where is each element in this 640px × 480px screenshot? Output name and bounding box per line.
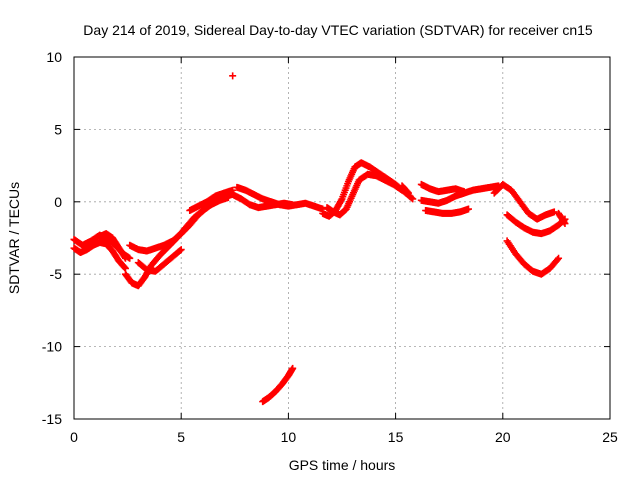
series-arc-3: [96, 230, 129, 262]
plot-frame: [73, 56, 611, 420]
data-point: [176, 246, 184, 254]
grid-lines: [74, 57, 610, 419]
x-tick-label: 20: [495, 429, 511, 445]
series-arc-12: [398, 182, 412, 197]
data-point: [408, 194, 416, 202]
y-tick-label: -5: [50, 266, 63, 282]
x-tick-label: 10: [281, 429, 297, 445]
series-arc-4: [121, 193, 232, 290]
series-arc-2: [70, 238, 129, 272]
series-arc-19: [555, 209, 569, 228]
axis-ticks: [73, 56, 611, 420]
data-point: [121, 264, 129, 272]
series-arc-16: [490, 180, 558, 223]
x-axis-label: GPS time / hours: [289, 457, 396, 473]
series-arc-17: [503, 211, 569, 238]
series-arc-18: [503, 237, 563, 278]
data-point: [337, 196, 345, 204]
data-point: [555, 254, 563, 262]
series-arc-14: [417, 182, 503, 207]
x-tick-labels: 0 5 10 15 20 25: [70, 429, 618, 445]
series-arc-8: [233, 183, 327, 213]
data-point: [404, 189, 412, 197]
series-outlier: [229, 72, 237, 80]
y-tick-label: -10: [42, 339, 62, 355]
x-tick-label: 5: [177, 429, 185, 445]
series-arc-15: [422, 205, 472, 217]
x-tick-label: 15: [388, 429, 404, 445]
chart-title: Day 214 of 2019, Sidereal Day-to-day VTE…: [83, 22, 593, 38]
y-tick-label: 5: [54, 121, 62, 137]
data-point: [404, 188, 412, 196]
data-point: [550, 208, 558, 216]
x-tick-label: 0: [70, 429, 78, 445]
y-tick-labels: -15 -10 -5 0 5 10: [42, 49, 62, 427]
x-tick-label: 25: [602, 429, 618, 445]
data-point: [560, 218, 568, 226]
y-tick-label: 10: [46, 49, 62, 65]
data-point: [121, 253, 129, 261]
y-tick-label: 0: [54, 194, 62, 210]
data-point: [409, 195, 417, 203]
series-arc-6: [134, 246, 185, 275]
y-axis-label: SDTVAR / TECUs: [6, 182, 22, 294]
data-point: [289, 364, 297, 372]
y-tick-label: -15: [42, 411, 62, 427]
data-points: [70, 72, 569, 406]
data-point: [121, 254, 129, 262]
data-point: [177, 246, 185, 254]
series-arc-9: [259, 364, 297, 406]
series-arc-13: [417, 180, 468, 196]
series-arc-11: [323, 170, 406, 219]
data-point: [561, 220, 569, 228]
data-point: [464, 205, 472, 213]
data-point: [229, 72, 237, 80]
data-point: [553, 256, 561, 264]
